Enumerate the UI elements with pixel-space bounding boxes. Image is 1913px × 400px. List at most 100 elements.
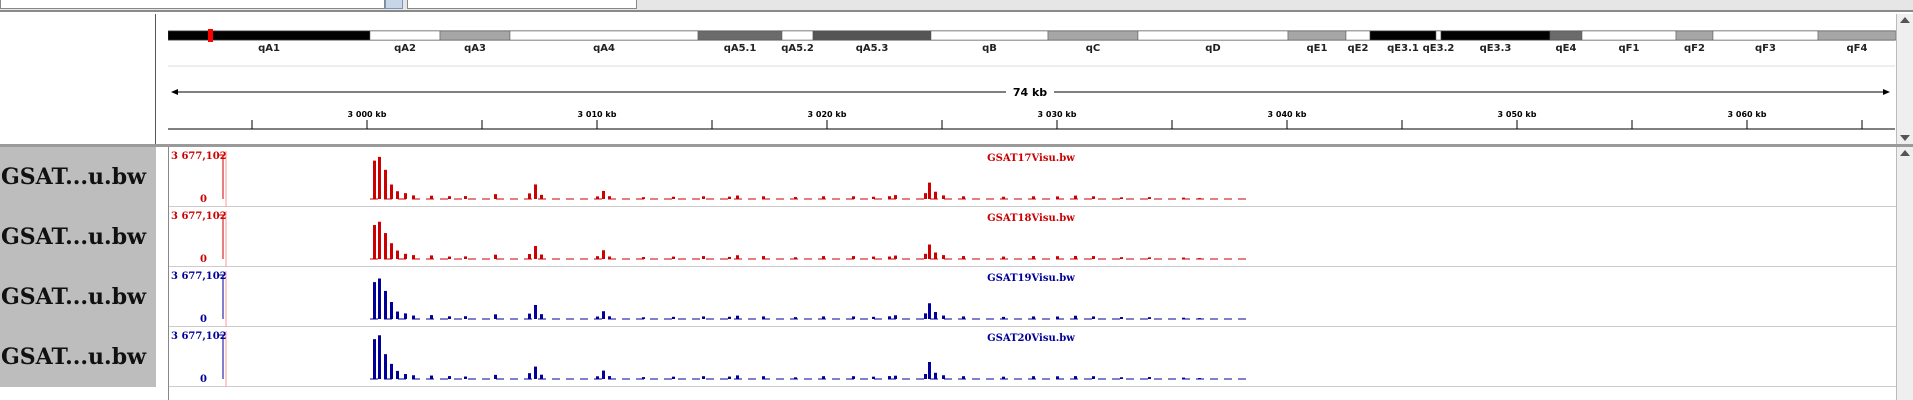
signal-bar: [822, 316, 825, 319]
track-title: GSAT18Visu.bw: [987, 213, 1075, 224]
signal-bar: [1092, 256, 1095, 259]
data-vertical-scrollbar[interactable]: [1896, 147, 1913, 400]
signal-bar: [1002, 256, 1005, 259]
signal-bar: [396, 250, 399, 259]
signal-bar: [534, 366, 537, 379]
ruler-tick-label: 3 010 kb: [578, 110, 617, 119]
cytoband-qe2: [1345, 30, 1371, 41]
signal-bar: [934, 191, 937, 199]
signal-bar: [1074, 315, 1077, 319]
cytoband-qa2: [369, 30, 441, 41]
signal-bar: [1120, 317, 1123, 319]
header-vertical-scrollbar[interactable]: [1896, 14, 1913, 144]
cytoband-qa5-2: [781, 30, 814, 41]
signal-bar: [762, 256, 765, 259]
signal-bar: [852, 376, 855, 379]
track-name-panel: GSAT...u.bw GSAT...u.bw GSAT...u.bw GSAT…: [0, 147, 156, 387]
signal-bar: [404, 193, 407, 199]
signal-bar: [390, 363, 393, 379]
scroll-up-arrow-icon[interactable]: [1900, 17, 1910, 23]
signal-bar: [1056, 316, 1059, 319]
signal-bar: [608, 256, 611, 259]
track-name-2[interactable]: GSAT...u.bw: [1, 224, 147, 250]
signal-bar: [396, 370, 399, 379]
signal-bar: [494, 374, 497, 379]
signal-bar: [928, 303, 931, 319]
cytoband-label: qE1: [1307, 43, 1328, 54]
signal-bar: [1148, 197, 1151, 199]
signal-bar: [540, 194, 543, 199]
signal-bar: [1092, 196, 1095, 199]
panel-divider[interactable]: [0, 144, 1913, 147]
signal-bar: [1002, 376, 1005, 379]
cytoband-qa4: [509, 30, 699, 41]
signal-bar: [596, 196, 599, 199]
signal-bar: [448, 316, 451, 319]
cytoband-qf2: [1675, 30, 1714, 41]
signal-bar: [1120, 377, 1123, 379]
data-range-min: 0: [200, 254, 207, 265]
signal-bar: [736, 315, 739, 319]
cytoband-qa5-1: [697, 30, 783, 41]
signal-bar: [602, 311, 605, 319]
cytoband-qc: [1047, 30, 1139, 41]
signal-bar: [888, 316, 891, 319]
track-1: 3 677,102 0 GSAT17Visu.bw: [169, 151, 1896, 207]
signal-bar: [596, 316, 599, 319]
cytoband-label: qE4: [1556, 43, 1577, 54]
signal-bar: [762, 196, 765, 199]
track-name-4[interactable]: GSAT...u.bw: [1, 344, 147, 370]
cytoband-label: qD: [1205, 43, 1220, 54]
span-label-bg: [1006, 85, 1054, 99]
signal-bar: [942, 375, 945, 379]
signal-bar: [373, 282, 376, 319]
signal-bar: [702, 376, 705, 379]
signal-bar: [852, 196, 855, 199]
signal-bar: [672, 316, 675, 319]
signal-bar: [528, 254, 531, 259]
signal-bar: [928, 182, 931, 199]
data-range-bracket: [219, 214, 224, 259]
signal-bar: [872, 376, 875, 379]
scroll-up-arrow-icon[interactable]: [1900, 150, 1910, 156]
signal-bar: [1056, 256, 1059, 259]
data-range-bracket: [219, 154, 224, 199]
cytoband-label: qF2: [1684, 43, 1705, 54]
signal-bar: [448, 256, 451, 259]
cytoband-qe1: [1287, 30, 1347, 41]
data-range-min: 0: [200, 314, 207, 325]
cytoband-qf1: [1581, 30, 1677, 41]
data-range-max: 3 677,102: [171, 331, 227, 342]
signal-bar: [540, 314, 543, 319]
signal-bar: [934, 252, 937, 259]
data-range-max: 3 677,102: [171, 151, 227, 162]
cytoband-label: qE3.3: [1480, 43, 1512, 54]
signal-bar: [962, 376, 965, 379]
signal-bar: [872, 196, 875, 199]
genome-dropdown-button[interactable]: [385, 0, 403, 9]
signal-bar: [928, 361, 931, 379]
locus-search-input[interactable]: [407, 0, 637, 9]
signal-bar: [430, 375, 433, 379]
signal-bar: [942, 315, 945, 319]
track-name-3[interactable]: GSAT...u.bw: [1, 284, 147, 310]
ruler-tick-label: 3 040 kb: [1268, 110, 1307, 119]
data-range-min: 0: [200, 194, 207, 205]
signal-bar: [494, 194, 497, 199]
cytoband-label: qE3.2: [1423, 43, 1455, 54]
signal-bar: [702, 196, 705, 199]
signal-bar: [852, 256, 855, 259]
scroll-down-arrow-icon[interactable]: [1900, 135, 1910, 141]
signal-bar: [934, 311, 937, 319]
signal-bar: [373, 225, 376, 259]
signal-bar: [373, 160, 376, 199]
signal-bar: [924, 193, 927, 199]
genome-dropdown[interactable]: [0, 0, 385, 9]
track-name-1[interactable]: GSAT...u.bw: [1, 164, 147, 190]
track-2: 3 677,102 0 GSAT18Visu.bw: [169, 211, 1896, 267]
cytoband-qf3: [1712, 30, 1819, 41]
signal-bar: [412, 315, 415, 319]
signal-bar: [390, 184, 393, 199]
toolbar: [0, 0, 1913, 12]
signal-bar: [448, 196, 451, 199]
